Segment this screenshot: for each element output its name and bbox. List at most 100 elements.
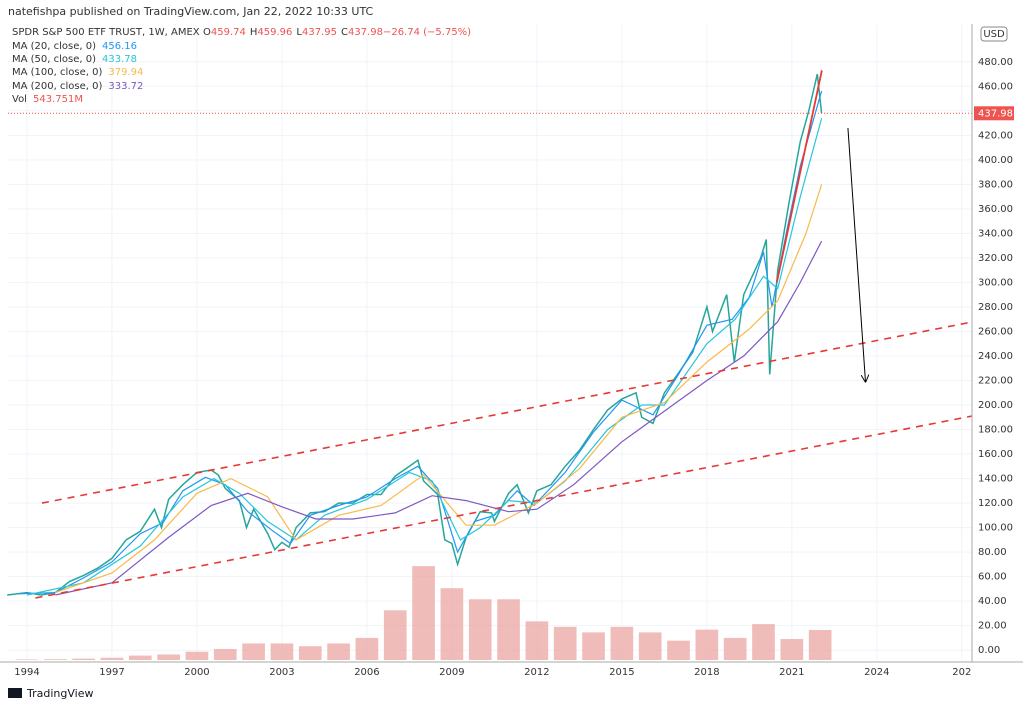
- ohlc-value: 437.95: [302, 27, 337, 38]
- y-tick-label: 360.00: [978, 204, 1013, 215]
- y-tick-label: 420.00: [978, 130, 1013, 141]
- currency-badge[interactable]: [980, 26, 1008, 42]
- last-price-badge: [974, 106, 1014, 121]
- moving-average-line: [55, 184, 823, 594]
- x-tick-label: 2015: [609, 667, 634, 678]
- volume-bar: [43, 659, 67, 660]
- volume-bar: [582, 632, 605, 660]
- x-tick-label: 2003: [269, 667, 294, 678]
- legend-row: MA (20, close, 0) 456.16: [12, 41, 137, 52]
- footer-logo[interactable]: TradingView: [8, 687, 93, 700]
- ohlc-label: O: [203, 27, 211, 38]
- legend-value: 379.94: [108, 67, 143, 78]
- volume-bar: [157, 654, 180, 660]
- volume-bar: [553, 626, 577, 660]
- volume-bar: [15, 659, 39, 660]
- legend-row: Vol 543.751M: [12, 94, 83, 105]
- ohlc-label: L: [296, 27, 302, 38]
- volume-bar: [383, 610, 407, 660]
- x-tick-label: 1994: [14, 667, 39, 678]
- x-tick-label: 2018: [694, 667, 719, 678]
- y-tick-label: 460.00: [978, 81, 1013, 92]
- legend-row: MA (50, close, 0) 433.78: [12, 54, 137, 65]
- ohlc-label: C: [341, 27, 348, 38]
- volume-bar: [497, 599, 520, 660]
- volume-bar: [638, 632, 662, 660]
- y-tick-label: 20.00: [978, 621, 1007, 632]
- y-tick-label: 200.00: [978, 400, 1013, 411]
- x-tick-label: 2021: [779, 667, 804, 678]
- moving-average-line: [55, 240, 823, 596]
- ohlc-value: 437.98: [348, 27, 383, 38]
- moving-average-line: [26, 118, 823, 596]
- y-tick-label: 480.00: [978, 57, 1013, 68]
- volume-bar: [667, 640, 690, 660]
- arrow-drawing: [847, 127, 866, 382]
- legend-name: MA (20, close, 0): [12, 41, 96, 52]
- y-tick-label: 400.00: [978, 155, 1013, 166]
- volume-bar: [72, 658, 95, 660]
- y-tick-label: 380.00: [978, 179, 1013, 190]
- y-tick-label: 260.00: [978, 326, 1013, 337]
- legend-name: SPDR S&P 500 ETF TRUST, 1W, AMEX: [12, 27, 200, 38]
- y-tick-label: 220.00: [978, 376, 1013, 387]
- trend-line-drawing: [775, 70, 823, 283]
- x-tick-label: 2024: [864, 667, 889, 678]
- volume-bar: [185, 651, 209, 660]
- price-line: [7, 73, 823, 596]
- volume-bar: [412, 566, 435, 660]
- ohlc-value: 459.74: [211, 27, 246, 38]
- y-tick-label: 340.00: [978, 228, 1013, 239]
- volume-bar: [213, 648, 237, 660]
- ohlc-label: H: [250, 27, 258, 38]
- legend-row: MA (200, close, 0) 333.72: [12, 81, 143, 92]
- legend-row: SPDR S&P 500 ETF TRUST, 1W, AMEX O459.74 H…: [12, 27, 471, 38]
- y-tick-label: 40.00: [978, 596, 1007, 607]
- volume-bar: [100, 657, 124, 660]
- legend-value: 433.78: [102, 54, 137, 65]
- logo-icon: [8, 688, 22, 698]
- y-tick-label: 140.00: [978, 474, 1013, 485]
- volume-bar: [355, 637, 379, 660]
- ohlc-value: 459.96: [257, 27, 292, 38]
- legend-row: MA (100, close, 0) 379.94: [12, 67, 143, 78]
- legend-name: Vol: [12, 94, 27, 105]
- publisher-header: natefishpa published on TradingView.com,…: [8, 5, 374, 18]
- volume-bar: [242, 643, 265, 660]
- trend-line-drawing: [35, 415, 973, 599]
- volume-bar: [610, 626, 634, 660]
- y-tick-label: 100.00: [978, 523, 1013, 534]
- moving-average-line: [18, 90, 823, 595]
- ohlc-value: −26.74 (−5.75%): [383, 27, 471, 38]
- volume-bar: [270, 643, 294, 660]
- volume-bar: [298, 646, 322, 660]
- last-price-label: 437.98: [978, 108, 1013, 119]
- y-tick-label: 240.00: [978, 351, 1013, 362]
- legend-name: MA (50, close, 0): [12, 54, 96, 65]
- y-tick-label: 160.00: [978, 449, 1013, 460]
- volume-bar: [695, 629, 719, 660]
- volume-bar: [327, 643, 350, 660]
- volume-bar: [128, 655, 152, 660]
- legend-value: 456.16: [102, 41, 137, 52]
- y-tick-label: 280.00: [978, 302, 1013, 313]
- legend-value: 333.72: [108, 81, 143, 92]
- volume-bar: [525, 621, 549, 660]
- plot-area: [7, 25, 973, 660]
- volume-bar: [808, 629, 832, 660]
- y-tick-label: 120.00: [978, 498, 1013, 509]
- volume-bar: [752, 624, 775, 660]
- x-tick-label: 202: [952, 667, 971, 678]
- volume-bar: [780, 639, 804, 660]
- y-tick-label: 300.00: [978, 277, 1013, 288]
- currency-label[interactable]: USD: [983, 29, 1005, 40]
- trend-line-drawing: [41, 321, 973, 504]
- x-tick-label: 2006: [354, 667, 379, 678]
- volume-bar: [723, 637, 747, 660]
- x-tick-label: 2009: [439, 667, 464, 678]
- volume-bar: [468, 599, 492, 660]
- y-tick-label: 80.00: [978, 547, 1007, 558]
- volume-bar: [440, 588, 464, 660]
